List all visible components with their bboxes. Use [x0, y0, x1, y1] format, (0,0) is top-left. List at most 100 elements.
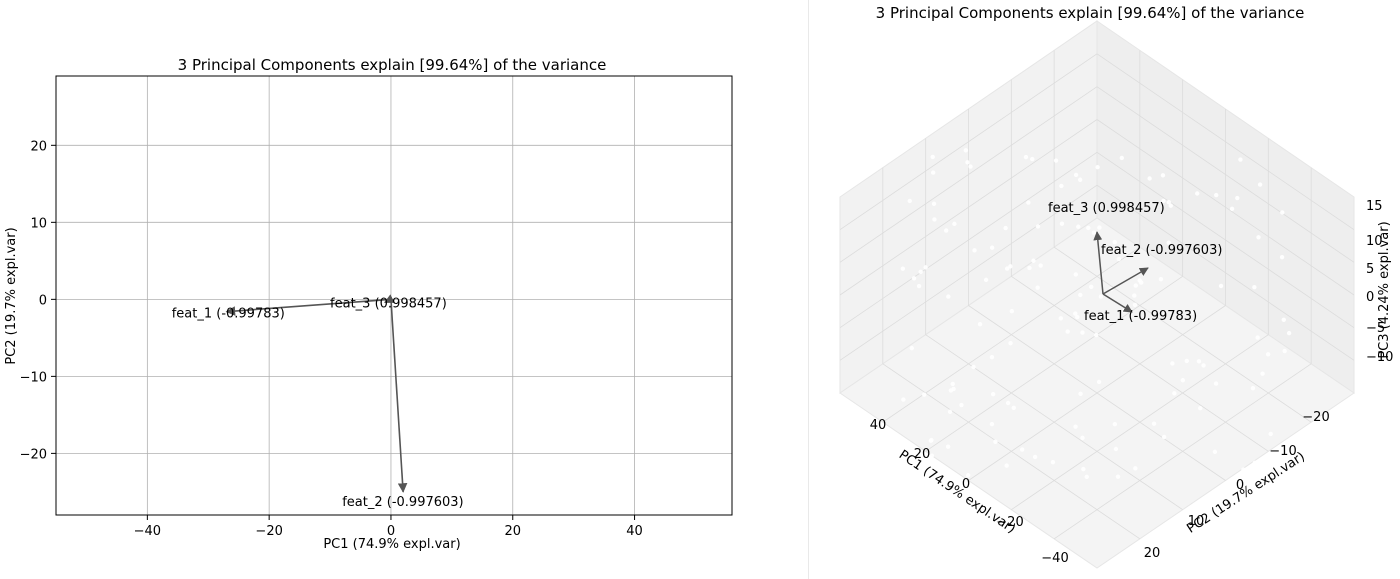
scatter-point: [977, 321, 983, 327]
scatter-point: [928, 438, 934, 443]
z-tick-label-3d: −10: [1366, 350, 1393, 365]
loading-label: feat_2 (-0.997603): [342, 495, 463, 510]
loading-arrow: [384, 294, 395, 304]
scatter-point: [983, 277, 989, 283]
scatter-point: [1229, 206, 1235, 212]
scatter-point: [1168, 203, 1173, 208]
scatter-point: [1151, 421, 1157, 426]
scatter-point: [1093, 332, 1099, 338]
scatter-point: [1032, 454, 1038, 460]
z-axis-label-3d: PC3 (4.24% expl.var): [1377, 221, 1392, 358]
y-tick-label-3d: 10: [1188, 514, 1205, 529]
grid-2d: [56, 76, 732, 515]
z-tick-label-3d: 10: [1366, 234, 1383, 249]
scatter-point: [965, 160, 970, 165]
scatter-point: [1112, 421, 1118, 427]
grid-line-3d: [1096, 53, 1355, 230]
scatter-point: [972, 248, 977, 253]
panel-divider: [808, 0, 809, 579]
scatter-point: [1080, 435, 1085, 441]
scatter-point: [989, 245, 995, 250]
scatter-point: [1059, 221, 1065, 226]
biplot-2d: 3 Principal Components explain [99.64%] …: [4, 56, 733, 552]
y-tick-label-3d: −20: [1302, 410, 1329, 425]
scatter-point: [1009, 308, 1015, 314]
scatter-point: [1172, 391, 1177, 396]
loading-label-3d: feat_1 (-0.99783): [1084, 309, 1197, 324]
scatter-point: [1235, 195, 1240, 201]
scatter-point: [1026, 200, 1031, 205]
scatter-point: [1065, 329, 1070, 334]
scatter-point: [1273, 467, 1278, 473]
scatter-point: [1095, 164, 1100, 170]
scatter-point: [989, 421, 995, 427]
scatter-point: [1190, 310, 1196, 315]
loading-arrow-3d: [1102, 267, 1149, 295]
scatter-point: [950, 381, 955, 387]
y-tick-label: 10: [30, 216, 47, 231]
scatter-point: [946, 294, 951, 299]
scatter-point: [916, 283, 922, 289]
scatter-point: [952, 221, 957, 227]
scatter-point: [1096, 379, 1102, 385]
scatter-point: [1004, 266, 1010, 271]
scatter-point: [1184, 358, 1189, 364]
scatter-point: [965, 473, 971, 478]
scatter-point: [1195, 191, 1200, 196]
scatter-point: [1058, 316, 1064, 321]
scatter-point: [1027, 265, 1032, 271]
scatter-point: [1180, 378, 1186, 383]
grid-line-3d: [1053, 246, 1312, 423]
scatter-point: [1162, 312, 1168, 317]
scatter-point: [1073, 311, 1078, 316]
scatter-point: [1161, 198, 1166, 204]
scatter-point: [1132, 302, 1138, 307]
x-tick-label-3d: 20: [914, 447, 931, 462]
scatter-point: [1213, 381, 1219, 386]
scatter-point: [1166, 240, 1171, 245]
scatter-point: [1035, 224, 1041, 229]
scatter-point: [1023, 154, 1029, 160]
z-tick-label-3d: 0: [1366, 290, 1374, 305]
scatter-point: [1147, 176, 1152, 181]
scatter-point: [1201, 363, 1206, 368]
scatter-point: [922, 392, 927, 397]
grid-line-3d: [839, 53, 1098, 230]
scatter-point: [1059, 183, 1064, 189]
scatter-point: [951, 386, 956, 392]
scatter-point: [1166, 199, 1171, 205]
y-tick-label-3d: 0: [1236, 478, 1244, 493]
y-tick-label: 0: [39, 293, 47, 308]
scatter-point: [1160, 173, 1166, 178]
z-tick-label-3d: 5: [1366, 262, 1374, 277]
scatter-point: [1115, 474, 1121, 479]
scatter-point: [923, 265, 928, 270]
scatter-point: [929, 453, 935, 458]
loading-arrow-3d: [1093, 231, 1104, 295]
x-tick-label-3d: 0: [962, 477, 970, 492]
scatter-point: [1279, 255, 1285, 260]
scatter-point: [1280, 210, 1285, 215]
scatter-point: [989, 355, 995, 360]
scatter-points-3d: [900, 148, 1292, 480]
scatter-point: [1214, 192, 1219, 198]
scatter-point: [1080, 330, 1085, 335]
x-tick-label: −40: [134, 524, 161, 539]
scatter-point: [1113, 446, 1119, 452]
scatter-point: [901, 397, 906, 402]
y-tick-label-3d: −10: [1269, 444, 1296, 459]
scatter-point: [1116, 256, 1122, 262]
scatter-point: [1035, 285, 1040, 290]
grid-3d: [839, 50, 1355, 540]
x-tick-label-3d: −40: [1041, 551, 1068, 566]
scatter-point: [1260, 371, 1265, 376]
scatter-point: [1091, 230, 1097, 235]
scatter-point: [1031, 258, 1036, 263]
scatter-point: [931, 201, 937, 207]
scatter-point: [1286, 330, 1292, 336]
scatter-point: [933, 474, 938, 480]
scatter-point: [907, 198, 912, 204]
y-ticks-2d: −20 −10 0 10 20: [20, 139, 56, 462]
scatter-point: [1073, 424, 1078, 429]
